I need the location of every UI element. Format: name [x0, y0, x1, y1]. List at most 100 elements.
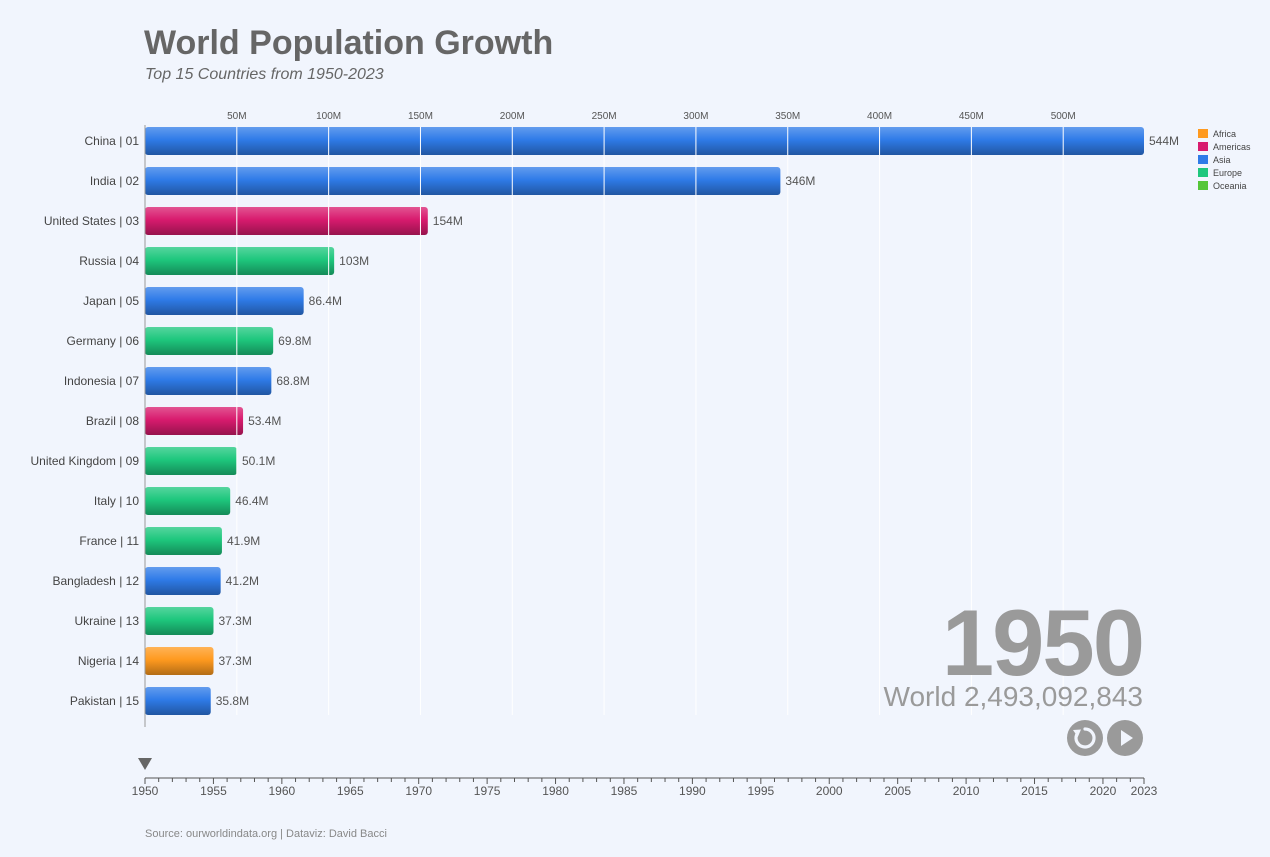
bar-3[interactable] [145, 207, 428, 235]
timeline-label: 1950 [132, 784, 159, 798]
category-label: Japan | 05 [83, 294, 139, 308]
bar-7[interactable] [145, 367, 272, 395]
value-label: 46.4M [235, 494, 268, 508]
x-axis-top: 50M 100M 150M 200M 250M 300M 350M 400M 450M 500M [227, 111, 1076, 122]
legend-swatch-europe [1198, 168, 1208, 177]
legend-swatch-africa [1198, 129, 1208, 138]
value-label: 50.1M [242, 454, 275, 468]
value-label: 154M [433, 214, 463, 228]
timeline-label: 2020 [1090, 784, 1117, 798]
category-label: Ukraine | 13 [75, 614, 140, 628]
bar-8[interactable] [145, 407, 244, 435]
bar-5[interactable] [145, 287, 304, 315]
legend-item-americas[interactable]: Americas [1198, 140, 1251, 153]
value-label: 53.4M [248, 414, 281, 428]
legend-swatch-americas [1198, 142, 1208, 151]
timeline-label: 2000 [816, 784, 843, 798]
current-year-display: 1950 [941, 590, 1145, 695]
timeline-label: 1970 [405, 784, 432, 798]
bar-10[interactable] [145, 487, 231, 515]
legend: Africa Americas Asia Europe Oceania [1198, 127, 1251, 192]
legend-label: Oceania [1213, 180, 1247, 191]
timeline-label: 1990 [679, 784, 706, 798]
legend-swatch-oceania [1198, 181, 1208, 190]
value-label: 69.8M [278, 334, 311, 348]
category-label: United Kingdom | 09 [30, 454, 139, 468]
timeline-label: 2015 [1021, 784, 1048, 798]
timeline-label: 1960 [268, 784, 295, 798]
value-label: 41.2M [226, 574, 259, 588]
category-labels: China | 01 544M India | 02 346M United State… [30, 134, 1179, 708]
bar-15[interactable] [145, 687, 211, 715]
x-tick-label: 100M [316, 111, 341, 122]
x-tick-label: 350M [775, 111, 800, 122]
bar-12[interactable] [145, 567, 221, 595]
timeline-label: 2010 [953, 784, 980, 798]
value-label: 544M [1149, 134, 1179, 148]
play-button[interactable] [1107, 720, 1143, 756]
category-label: India | 02 [90, 174, 139, 188]
category-label: France | 11 [79, 534, 139, 548]
category-label: Bangladesh | 12 [52, 574, 139, 588]
chart-title: World Population Growth [144, 24, 554, 62]
legend-label: Americas [1213, 141, 1251, 152]
x-tick-label: 300M [683, 111, 708, 122]
replay-icon [1073, 727, 1096, 749]
timeline-label: 1980 [542, 784, 569, 798]
timeline-label: 1955 [200, 784, 227, 798]
bar-1[interactable] [145, 127, 1144, 155]
x-tick-label: 400M [867, 111, 892, 122]
world-population-total: World 2,493,092,843 [883, 681, 1143, 712]
value-label: 37.3M [218, 614, 251, 628]
x-tick-label: 500M [1051, 111, 1076, 122]
play-icon [1121, 730, 1133, 746]
legend-label: Asia [1213, 154, 1231, 165]
timeline-label: 2023 [1131, 784, 1158, 798]
value-label: 41.9M [227, 534, 260, 548]
x-tick-label: 250M [592, 111, 617, 122]
bar-4[interactable] [145, 247, 335, 275]
timeline-handle[interactable] [138, 758, 152, 770]
bar-14[interactable] [145, 647, 214, 675]
x-tick-label: 150M [408, 111, 433, 122]
x-tick-label: 450M [959, 111, 984, 122]
source-note: Source: ourworldindata.org | Dataviz: Da… [145, 828, 387, 840]
value-label: 346M [785, 174, 815, 188]
gridlines [236, 127, 1064, 715]
bars-group [145, 127, 1144, 715]
legend-item-africa[interactable]: Africa [1198, 127, 1251, 140]
bar-13[interactable] [145, 607, 214, 635]
timeline-label: 1985 [611, 784, 638, 798]
legend-item-europe[interactable]: Europe [1198, 166, 1251, 179]
category-label: Nigeria | 14 [78, 654, 139, 668]
x-tick-label: 200M [500, 111, 525, 122]
category-label: Pakistan | 15 [70, 694, 139, 708]
legend-label: Africa [1213, 128, 1237, 139]
category-label: Indonesia | 07 [64, 374, 140, 388]
category-label: Germany | 06 [67, 334, 140, 348]
timeline-axis: 1950 1955 1960 1965 1970 1975 1980 1985 1990 1995… [132, 758, 1158, 798]
timeline-label: 2005 [884, 784, 911, 798]
bar-9[interactable] [145, 447, 238, 475]
bar-2[interactable] [145, 167, 781, 195]
bar-11[interactable] [145, 527, 222, 555]
value-label: 68.8M [276, 374, 309, 388]
value-label: 35.8M [216, 694, 249, 708]
timeline-label: 1995 [747, 784, 774, 798]
legend-label: Europe [1213, 167, 1243, 178]
legend-item-oceania[interactable]: Oceania [1198, 179, 1251, 192]
value-label: 103M [339, 254, 369, 268]
chart-subtitle: Top 15 Countries from 1950-2023 [145, 66, 384, 83]
category-label: China | 01 [85, 134, 140, 148]
value-label: 37.3M [218, 654, 251, 668]
category-label: United States | 03 [44, 214, 140, 228]
legend-swatch-asia [1198, 155, 1208, 164]
replay-button[interactable] [1067, 720, 1103, 756]
legend-item-asia[interactable]: Asia [1198, 153, 1251, 166]
timeline-label: 1965 [337, 784, 364, 798]
timeline-label: 1975 [474, 784, 501, 798]
category-label: Brazil | 08 [86, 414, 139, 428]
bar-6[interactable] [145, 327, 274, 355]
